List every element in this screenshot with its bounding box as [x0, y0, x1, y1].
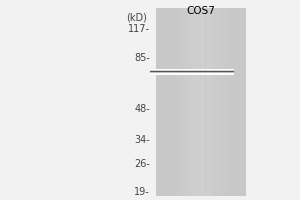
Bar	[211, 8, 212, 196]
Bar	[186, 8, 188, 196]
Text: 19-: 19-	[134, 187, 150, 197]
Bar	[159, 8, 160, 196]
Text: 117-: 117-	[128, 24, 150, 34]
Bar	[204, 8, 206, 196]
Bar	[225, 8, 226, 196]
Bar	[217, 8, 218, 196]
Bar	[232, 8, 234, 196]
Bar	[190, 8, 191, 196]
Bar	[168, 8, 169, 196]
Bar	[218, 8, 219, 196]
Bar	[203, 8, 204, 196]
Bar	[229, 8, 230, 196]
Bar	[244, 8, 245, 196]
Bar	[220, 8, 221, 196]
Bar	[181, 8, 182, 196]
Bar	[158, 8, 159, 196]
Bar	[191, 8, 192, 196]
Bar	[180, 8, 181, 196]
Bar	[213, 8, 214, 196]
Bar	[208, 8, 209, 196]
Bar	[175, 8, 176, 196]
Bar	[231, 8, 232, 196]
Bar	[240, 8, 242, 196]
Bar	[238, 8, 239, 196]
Bar	[200, 8, 201, 196]
Bar	[195, 8, 196, 196]
Bar	[167, 8, 168, 196]
Bar	[207, 8, 208, 196]
Bar	[156, 8, 246, 196]
Bar	[164, 8, 165, 196]
Bar	[188, 8, 189, 196]
Bar	[160, 8, 162, 196]
Bar	[184, 8, 185, 196]
Bar	[209, 8, 210, 196]
Bar	[230, 8, 231, 196]
Bar	[185, 8, 186, 196]
Bar	[227, 8, 228, 196]
Bar	[222, 8, 224, 196]
Bar	[198, 8, 199, 196]
Bar	[219, 8, 220, 196]
Bar	[199, 8, 200, 196]
Bar	[169, 8, 171, 196]
Bar	[226, 8, 227, 196]
Text: 26-: 26-	[134, 159, 150, 169]
Bar	[201, 8, 202, 196]
Bar	[242, 8, 243, 196]
Bar	[212, 8, 213, 196]
Bar	[221, 8, 222, 196]
Bar	[243, 8, 244, 196]
Text: (kD): (kD)	[126, 12, 147, 22]
Bar	[239, 8, 240, 196]
Bar	[216, 8, 217, 196]
Text: 48-: 48-	[134, 104, 150, 114]
Bar	[193, 8, 194, 196]
Bar	[163, 8, 164, 196]
Bar	[214, 8, 216, 196]
Bar	[245, 8, 246, 196]
Bar	[189, 8, 190, 196]
Bar	[194, 8, 195, 196]
Bar	[235, 8, 236, 196]
Bar	[157, 8, 158, 196]
Bar	[183, 8, 184, 196]
Bar	[182, 8, 183, 196]
Bar	[166, 8, 167, 196]
Bar	[228, 8, 229, 196]
Bar	[237, 8, 238, 196]
Bar	[173, 8, 174, 196]
Bar	[178, 8, 180, 196]
Bar	[196, 8, 198, 196]
Bar	[234, 8, 235, 196]
Text: COS7: COS7	[187, 6, 215, 16]
Bar	[162, 8, 163, 196]
Bar	[202, 8, 203, 196]
Text: 85-: 85-	[134, 53, 150, 63]
Bar	[206, 8, 207, 196]
Bar	[156, 8, 157, 196]
Text: 34-: 34-	[134, 135, 150, 145]
Bar	[176, 8, 177, 196]
Bar	[177, 8, 178, 196]
Bar	[165, 8, 166, 196]
Bar	[174, 8, 175, 196]
Bar	[172, 8, 173, 196]
Bar	[171, 8, 172, 196]
Bar	[192, 8, 193, 196]
Bar	[236, 8, 237, 196]
Bar	[224, 8, 225, 196]
Bar	[210, 8, 211, 196]
